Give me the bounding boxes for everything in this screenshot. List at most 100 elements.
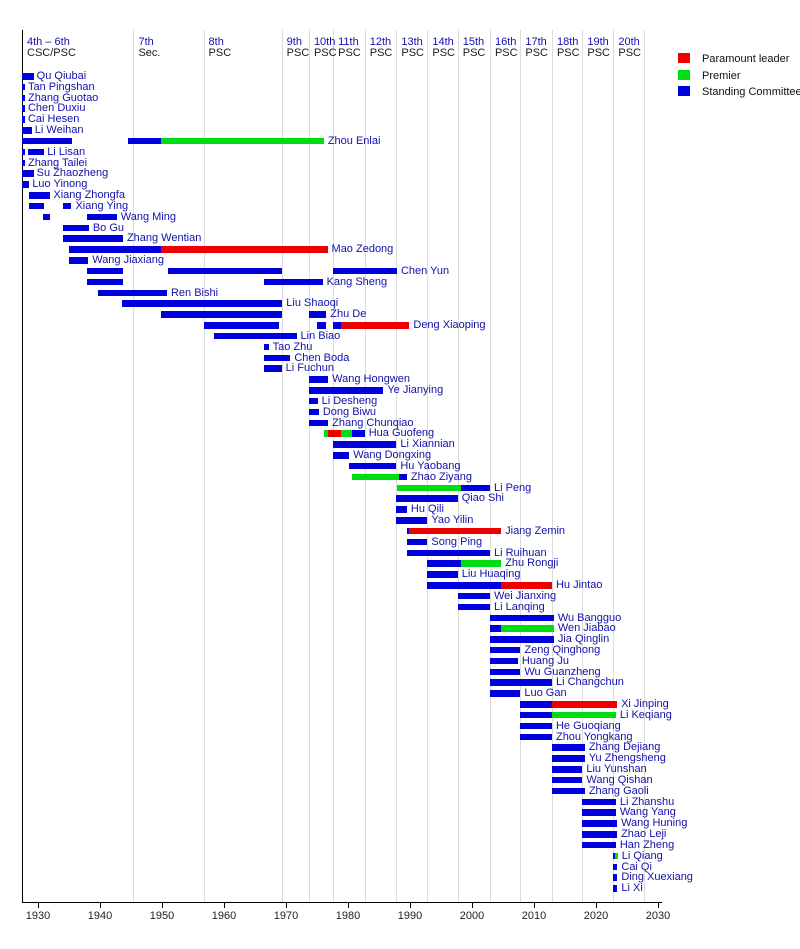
bar-standing-committee xyxy=(613,852,616,860)
y-axis xyxy=(22,30,23,902)
bar-standing-committee xyxy=(489,636,554,643)
axis-tick-label: 1930 xyxy=(25,910,51,922)
bar-standing-committee xyxy=(317,322,327,329)
period-label-number: 12th xyxy=(369,36,392,48)
bar-standing-committee xyxy=(333,441,397,448)
bar-standing-committee xyxy=(28,148,45,156)
period-label-body: CSC/PSC xyxy=(27,47,76,59)
gridline xyxy=(457,30,459,902)
bar-standing-committee xyxy=(308,376,329,383)
member-name: Li Zhanshu xyxy=(619,795,675,808)
axis-tick-label: 2020 xyxy=(583,910,609,922)
gridline xyxy=(308,30,310,902)
period-label: 8th PSC xyxy=(209,37,232,59)
period-label: 13th PSC xyxy=(401,37,424,59)
axis-tick xyxy=(162,903,163,908)
bar-standing-committee xyxy=(63,235,123,242)
bar-standing-committee xyxy=(582,820,618,827)
bar-standing-committee xyxy=(427,560,462,567)
period-label: 17th PSC xyxy=(525,37,548,59)
member-name: Li Lisan xyxy=(47,145,86,158)
period-label-body: PSC xyxy=(556,47,580,59)
member-name: Zeng Qinghong xyxy=(524,643,601,656)
bar-standing-committee xyxy=(582,809,616,816)
member-name: Hu Jintao xyxy=(555,579,603,591)
bar-standing-committee xyxy=(22,148,25,156)
bar-standing-committee xyxy=(427,571,458,578)
member-name: Liu Huaqing xyxy=(461,568,521,581)
bar-standing-committee xyxy=(127,137,162,145)
bar-standing-committee xyxy=(551,776,583,784)
bar-paramount-leader xyxy=(328,430,342,437)
bar-standing-committee xyxy=(97,289,167,297)
axis-tick-label: 1940 xyxy=(87,910,113,922)
member-name: Wang Huning xyxy=(621,817,688,830)
bar-standing-committee xyxy=(396,506,407,513)
gridline xyxy=(551,30,553,902)
member-name: Li Weihan xyxy=(34,124,84,137)
legend-swatch-premier xyxy=(678,69,690,80)
member-name: Li Xi xyxy=(621,882,643,895)
member-name: Wei Jianxing xyxy=(493,589,557,602)
member-name: Wang Jiaxiang xyxy=(92,254,164,267)
member-name: Li Fuchun xyxy=(285,362,334,375)
bar-standing-committee xyxy=(333,322,342,329)
member-name: Li Peng xyxy=(493,481,532,494)
member-name: Cai Hesen xyxy=(27,113,80,126)
legend-label: Standing Committee xyxy=(702,86,800,98)
axis-tick xyxy=(596,903,597,908)
period-label: 14th PSC xyxy=(432,37,455,59)
bar-paramount-leader xyxy=(409,527,502,535)
member-name: Bo Gu xyxy=(92,221,125,234)
member-name: Li Xiannian xyxy=(400,438,455,451)
gridline xyxy=(396,30,398,902)
bar-standing-committee xyxy=(22,137,73,145)
legend-label: Premier xyxy=(702,69,741,82)
member-name: Li Qiang xyxy=(621,849,663,862)
bar-standing-committee xyxy=(308,419,329,427)
member-name: Li Desheng xyxy=(321,394,378,407)
axis-tick xyxy=(224,903,225,908)
period-label-number: 8th xyxy=(208,36,224,48)
period-label-number: 7th xyxy=(138,36,154,48)
member-name: Zhang Guotao xyxy=(27,91,99,104)
bar-standing-committee xyxy=(264,343,269,351)
member-name: Li Ruihuan xyxy=(493,546,547,559)
bar-standing-committee xyxy=(613,885,618,892)
bar-standing-committee xyxy=(582,841,616,849)
bar-standing-committee xyxy=(457,603,490,611)
bar-standing-committee xyxy=(264,354,291,362)
bar-premier xyxy=(501,625,554,632)
member-name: Li Changchun xyxy=(555,676,624,689)
bar-standing-committee xyxy=(333,452,350,459)
member-name: Hua Guofeng xyxy=(368,427,435,440)
member-name: Zhang Gaoli xyxy=(588,784,649,797)
bar-premier xyxy=(461,560,502,567)
period-label-body: PSC xyxy=(618,47,641,59)
gridline xyxy=(520,30,522,902)
bar-standing-committee xyxy=(396,517,428,524)
period-label-body: PSC xyxy=(432,47,455,59)
bar-standing-committee xyxy=(582,831,618,838)
axis-tick xyxy=(38,903,39,908)
member-name: Song Ping xyxy=(431,535,483,548)
member-name: Xiang Ying xyxy=(75,199,129,212)
bar-standing-committee xyxy=(214,332,297,340)
member-name: Ren Bishi xyxy=(170,286,219,299)
bar-standing-committee xyxy=(22,170,34,177)
member-name: Wen Jiabao xyxy=(557,622,616,635)
member-name: Zhang Chunqiao xyxy=(332,416,414,429)
period-label-body: PSC xyxy=(525,47,548,59)
bar-standing-committee xyxy=(22,116,25,123)
bar-standing-committee xyxy=(520,722,552,730)
member-name: Tan Pingshan xyxy=(27,80,95,93)
period-label-number: 4th – 6th xyxy=(27,36,70,48)
axis-tick-label: 1950 xyxy=(149,910,175,922)
member-name: Su Zhaozheng xyxy=(36,167,109,180)
member-name: Liu Yunshan xyxy=(586,763,647,776)
bar-paramount-leader xyxy=(501,582,552,589)
gridline xyxy=(281,30,283,902)
bar-standing-committee xyxy=(551,755,585,762)
bar-standing-committee xyxy=(613,863,618,871)
bar-standing-committee xyxy=(308,408,319,416)
